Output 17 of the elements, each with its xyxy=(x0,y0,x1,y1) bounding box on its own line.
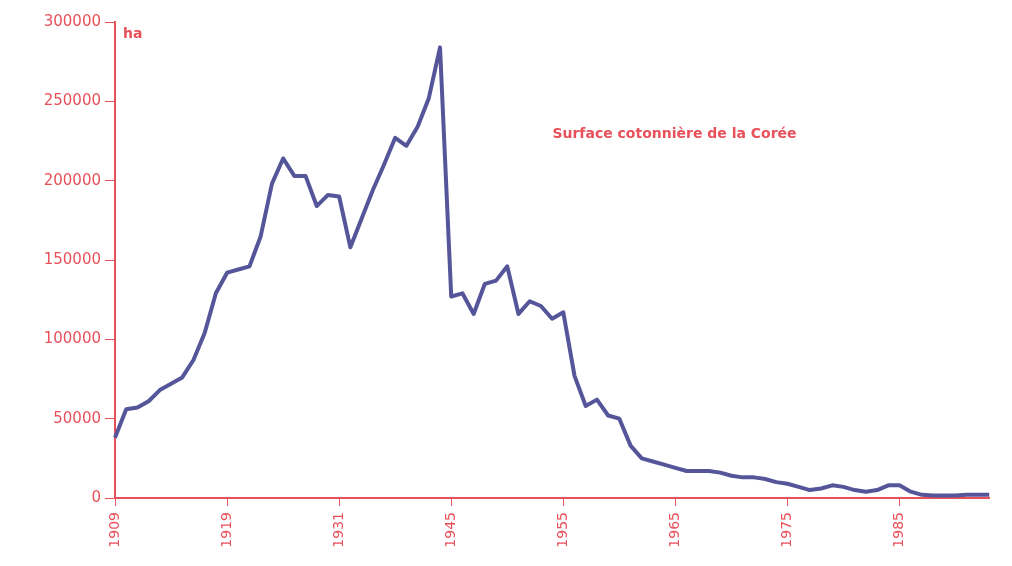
x-tick-label: 1975 xyxy=(778,512,795,548)
x-tick-label: 1909 xyxy=(105,512,122,548)
x-tick-label: 1919 xyxy=(217,512,234,548)
x-tick-label: 1985 xyxy=(890,512,907,548)
y-tick-label: 150000 xyxy=(43,249,101,268)
y-tick-label: 300000 xyxy=(43,11,101,30)
y-axis-title: ha xyxy=(123,24,143,41)
y-tick-label: 50000 xyxy=(53,408,101,427)
text: Surface cotonnière de la Corée xyxy=(552,124,797,141)
y-tick-label: 250000 xyxy=(43,91,101,110)
x-tick-label: 1955 xyxy=(553,512,570,548)
x-tick-label: 1945 xyxy=(441,512,458,548)
x-tick-label: 1931 xyxy=(329,512,346,548)
y-tick-label: 200000 xyxy=(43,170,101,189)
x-tick-label: 1965 xyxy=(666,512,683,548)
y-tick-label: 100000 xyxy=(43,329,101,348)
y-tick-label: 0 xyxy=(91,487,101,506)
